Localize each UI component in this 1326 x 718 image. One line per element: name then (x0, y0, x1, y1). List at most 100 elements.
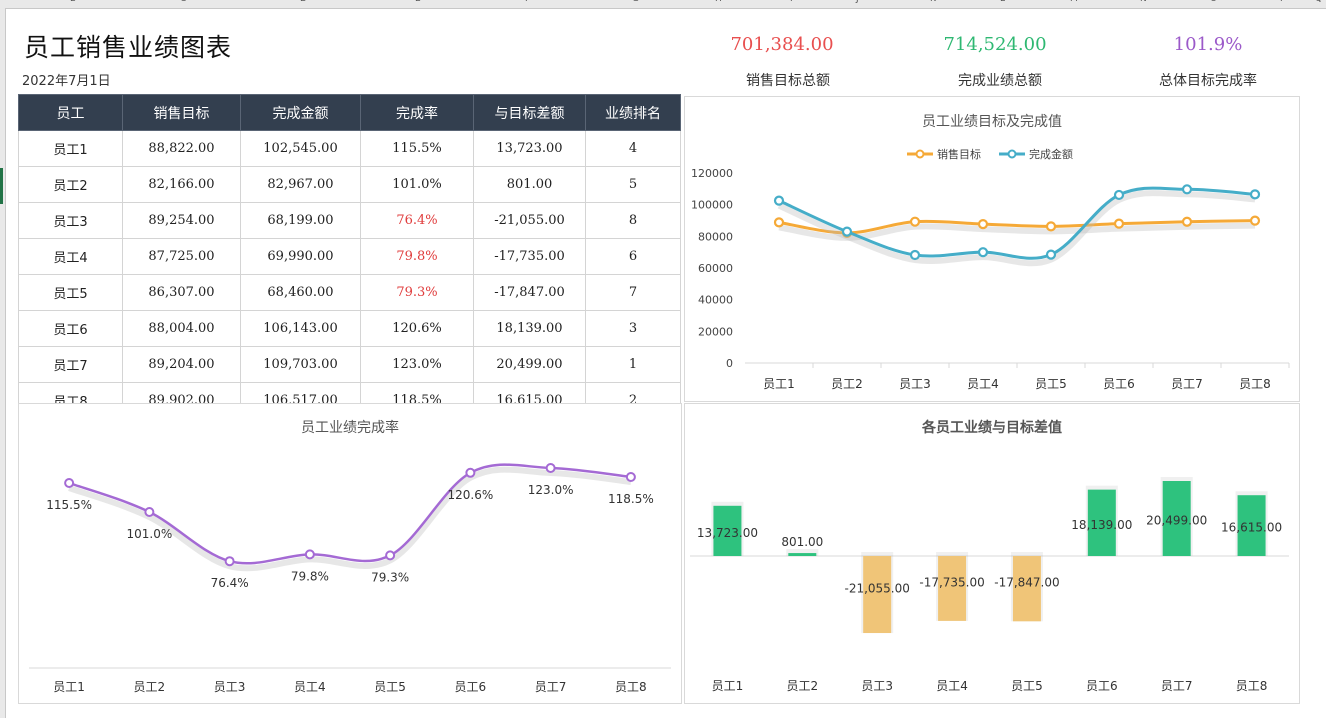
cell-done[interactable]: 106,143.00 (240, 310, 361, 347)
legend-label[interactable]: 完成金额 (1029, 147, 1073, 161)
cell-diff[interactable]: 18,139.00 (473, 310, 586, 347)
column-letter[interactable]: Q (1315, 0, 1322, 4)
cell-name[interactable]: 员工2 (18, 166, 123, 203)
cell-name[interactable]: 员工6 (18, 310, 123, 347)
cell-name[interactable]: 员工3 (18, 202, 123, 239)
data-point[interactable] (385, 550, 396, 561)
column-letter[interactable]: O (1210, 0, 1217, 4)
cell-rate[interactable]: 115.5% (360, 130, 474, 167)
cell-done[interactable]: 68,460.00 (240, 274, 361, 311)
header-diff[interactable]: 与目标差额 (473, 94, 586, 131)
data-point[interactable] (545, 463, 556, 473)
data-point[interactable] (304, 549, 315, 560)
column-letter[interactable]: M (1070, 0, 1078, 4)
cell-done[interactable]: 68,199.00 (240, 202, 361, 239)
cell-rate[interactable]: 79.3% (360, 274, 474, 311)
column-letter[interactable]: N (1140, 0, 1147, 4)
cell-rate[interactable]: 101.0% (360, 166, 474, 203)
bar[interactable] (713, 505, 742, 556)
cell-name[interactable]: 员工1 (18, 130, 123, 167)
column-letter[interactable]: H (715, 0, 722, 4)
bar[interactable] (1237, 495, 1266, 556)
cell-diff[interactable]: -17,847.00 (473, 274, 586, 311)
column-letter[interactable]: E (415, 0, 421, 4)
data-point[interactable] (1181, 216, 1193, 227)
cell-rank[interactable]: 5 (585, 166, 681, 203)
cell-rank[interactable]: 6 (585, 238, 681, 275)
cell-rate[interactable]: 120.6% (360, 310, 474, 347)
cell-target[interactable]: 89,204.00 (122, 346, 241, 383)
cell-done[interactable]: 69,990.00 (240, 238, 361, 275)
data-point[interactable] (1045, 249, 1057, 260)
cell-diff[interactable]: -17,735.00 (473, 238, 586, 275)
cell-name[interactable]: 员工7 (18, 346, 123, 383)
data-point[interactable] (1249, 215, 1261, 226)
cell-rank[interactable]: 1 (585, 346, 681, 383)
cell-rate[interactable]: 123.0% (360, 346, 474, 383)
cell-rank[interactable]: 7 (585, 274, 681, 311)
cell-target[interactable]: 88,004.00 (122, 310, 241, 347)
data-point[interactable] (1181, 184, 1193, 195)
bar[interactable] (1012, 556, 1041, 622)
cell-target[interactable]: 88,822.00 (122, 130, 241, 167)
data-point[interactable] (625, 472, 636, 482)
header-done[interactable]: 完成金额 (240, 94, 361, 131)
cell-rank[interactable]: 4 (585, 130, 681, 167)
cell-done[interactable]: 82,967.00 (240, 166, 361, 203)
column-letter[interactable]: J (856, 0, 859, 4)
series-line[interactable] (778, 186, 1256, 260)
cell-diff[interactable]: -21,055.00 (473, 202, 586, 239)
cell-name[interactable]: 员工4 (18, 238, 123, 275)
data-point[interactable] (977, 247, 989, 258)
data-point[interactable] (144, 507, 155, 517)
header-target[interactable]: 销售目标 (122, 94, 241, 131)
cell-diff[interactable]: 801.00 (473, 166, 586, 203)
header-rate[interactable]: 完成率 (360, 94, 474, 131)
legend-label[interactable]: 销售目标 (937, 147, 981, 161)
column-letter[interactable]: C (180, 0, 186, 4)
bar[interactable] (938, 556, 967, 621)
column-letter[interactable]: G (632, 0, 639, 4)
data-point[interactable] (1045, 221, 1057, 232)
cell-done[interactable]: 109,703.00 (240, 346, 361, 383)
bar[interactable] (863, 556, 892, 634)
data-point[interactable] (1249, 189, 1261, 200)
data-point[interactable] (465, 467, 476, 478)
bar[interactable] (788, 553, 817, 556)
data-point[interactable] (64, 478, 75, 488)
cell-diff[interactable]: 13,723.00 (473, 130, 586, 167)
cell-target[interactable]: 82,166.00 (122, 166, 241, 203)
column-letter[interactable]: I (790, 0, 793, 4)
header-employee[interactable]: 员工 (18, 94, 123, 131)
data-point[interactable] (224, 556, 235, 567)
bar[interactable] (1087, 489, 1116, 556)
bar[interactable] (1162, 481, 1191, 556)
data-point[interactable] (841, 226, 853, 237)
cell-rank[interactable]: 3 (585, 310, 681, 347)
data-point[interactable] (1113, 189, 1125, 201)
column-letter[interactable]: K (930, 0, 936, 4)
data-point[interactable] (1113, 218, 1125, 229)
cell-target[interactable]: 86,307.00 (122, 274, 241, 311)
column-letter[interactable]: P (1280, 0, 1285, 4)
data-point[interactable] (773, 195, 785, 206)
series-line[interactable] (68, 463, 632, 565)
data-point[interactable] (909, 249, 921, 261)
cell-target[interactable]: 87,725.00 (122, 238, 241, 275)
cell-rank[interactable]: 8 (585, 202, 681, 239)
cell-rate[interactable]: 79.8% (360, 238, 474, 275)
column-letter[interactable]: F (525, 0, 530, 4)
cell-rate[interactable]: 76.4% (360, 202, 474, 239)
column-letter[interactable]: L (1000, 0, 1005, 4)
cell-diff[interactable]: 20,499.00 (473, 346, 586, 383)
cell-target[interactable]: 89,254.00 (122, 202, 241, 239)
cell-name[interactable]: 员工5 (18, 274, 123, 311)
data-point[interactable] (773, 217, 785, 228)
column-letter[interactable]: B (70, 0, 76, 4)
data-point[interactable] (977, 219, 989, 230)
data-point[interactable] (909, 216, 921, 227)
y-tick-label: 120000 (691, 167, 733, 180)
header-rank[interactable]: 业绩排名 (585, 94, 681, 131)
cell-done[interactable]: 102,545.00 (240, 130, 361, 167)
column-letter[interactable]: D (300, 0, 307, 4)
